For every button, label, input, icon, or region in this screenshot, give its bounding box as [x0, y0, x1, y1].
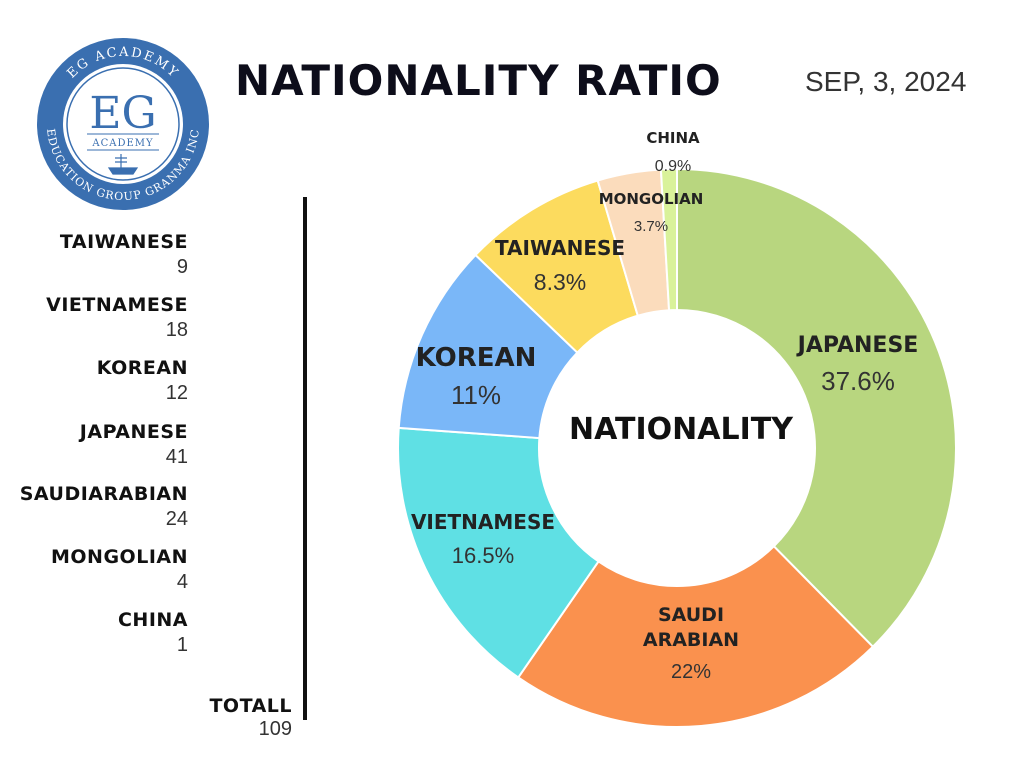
legend-item-saudiarabian: SAUDIARABIAN 24: [20, 482, 188, 532]
donut-slice-japanese: [676, 167, 957, 649]
legend-name: KOREAN: [96, 357, 188, 379]
legend-name: MONGOLIAN: [51, 546, 188, 568]
legend-value: 41: [165, 446, 188, 468]
slice-label: TAIWANESE: [495, 236, 625, 260]
legend-item-china: CHINA 1: [118, 608, 188, 658]
slice-percent-label: 3.7%: [634, 218, 668, 235]
logo-initials: EG: [89, 88, 156, 139]
slice-percent-label: 8.3%: [534, 269, 586, 295]
ship-icon: [107, 154, 139, 175]
legend-value: 18: [165, 319, 188, 341]
legend-item-mongolian: MONGOLIAN 4: [51, 545, 188, 595]
slice-label: ARABIAN: [643, 629, 739, 651]
legend-item-taiwanese: TAIWANESE 9: [60, 230, 188, 280]
donut-center-label: NATIONALITY: [569, 412, 794, 447]
logo-sub-text: ACADEMY: [91, 138, 153, 149]
slice-percent-label: 16.5%: [452, 543, 514, 568]
legend-value: 12: [165, 382, 188, 404]
slice-percent-label: 37.6%: [821, 366, 895, 396]
slice-percent-label: 11%: [451, 380, 501, 410]
eg-academy-logo: EG ACADEMY EDUCATION GROUP GRANMA INC EG…: [37, 38, 209, 210]
slice-label: SAUDI: [658, 604, 724, 626]
slice-label: MONGOLIAN: [599, 190, 704, 208]
slice-label: VIETNAMESE: [411, 510, 555, 534]
page-title: NATIONALITY RATIO: [235, 56, 722, 105]
legend-item-japanese: JAPANESE 41: [80, 420, 188, 470]
slice-label: CHINA: [646, 129, 700, 147]
slice-percent-label: 22%: [671, 661, 711, 683]
total-value: 109: [258, 718, 292, 740]
total-block: TOTALL 109: [209, 694, 292, 740]
donut-slice-vietnamese: [397, 426, 600, 679]
slice-label: JAPANESE: [796, 333, 919, 358]
legend-value: 9: [176, 256, 188, 278]
donut-slice-china: [659, 167, 678, 312]
donut-slice-saudi-arabian: [516, 544, 875, 728]
legend-item-korean: KOREAN 12: [97, 356, 188, 406]
slice-label: KOREAN: [416, 343, 537, 373]
legend-value: 24: [165, 508, 188, 530]
legend-name: JAPANESE: [79, 421, 188, 443]
legend-name: VIETNAMESE: [46, 294, 188, 316]
legend-item-vietnamese: VIETNAMESE 18: [46, 293, 188, 343]
total-label: TOTALL: [209, 695, 292, 717]
slice-percent-label: 0.9%: [655, 158, 691, 175]
legend-value: 1: [176, 634, 188, 656]
date-label: SEP, 3, 2024: [805, 66, 967, 97]
legend-name: CHINA: [117, 609, 188, 631]
legend-name: SAUDIARABIAN: [19, 483, 188, 505]
legend-name: TAIWANESE: [59, 231, 188, 253]
divider-line: [303, 197, 307, 720]
legend-value: 4: [176, 571, 188, 593]
